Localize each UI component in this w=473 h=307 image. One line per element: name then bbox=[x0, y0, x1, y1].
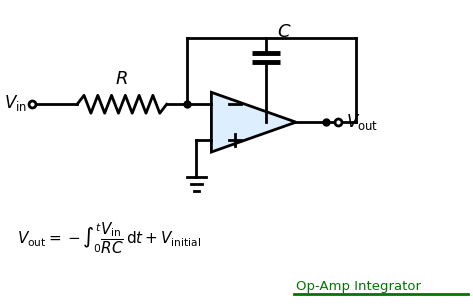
Text: $V_{\mathregular{out}} = -\int_0^t \dfrac{V_{\mathregular{in}}}{RC}\,\mathregula: $V_{\mathregular{out}} = -\int_0^t \dfra… bbox=[18, 221, 202, 256]
Text: $V_{\mathregular{in}}$: $V_{\mathregular{in}}$ bbox=[4, 93, 27, 113]
Text: Op-Amp Integrator: Op-Amp Integrator bbox=[296, 280, 421, 293]
Text: $C$: $C$ bbox=[277, 23, 291, 41]
Text: $V_{\mathregular{out}}$: $V_{\mathregular{out}}$ bbox=[346, 112, 378, 132]
Text: $R$: $R$ bbox=[115, 70, 128, 88]
Polygon shape bbox=[211, 92, 296, 152]
